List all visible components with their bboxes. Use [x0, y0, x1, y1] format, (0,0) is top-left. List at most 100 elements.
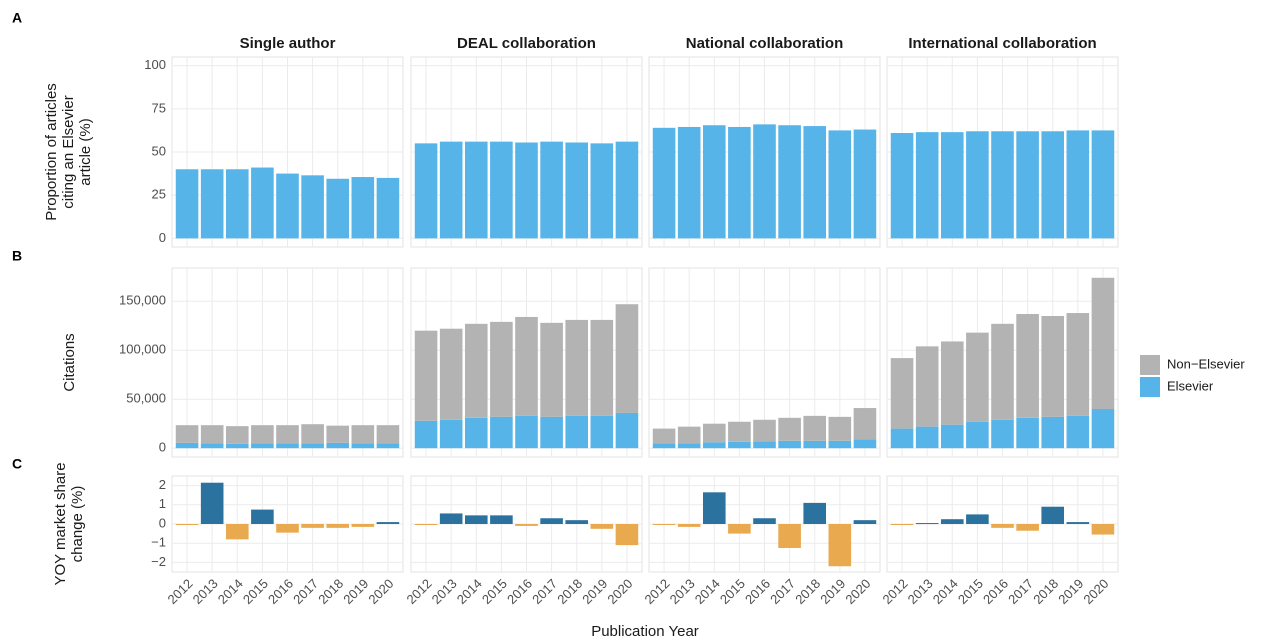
x-tick-label: 2020	[1080, 576, 1111, 607]
bar	[351, 524, 375, 527]
bar	[1091, 524, 1115, 535]
bar-segment	[915, 426, 939, 449]
bar	[991, 524, 1014, 528]
bar	[200, 169, 224, 239]
x-tick-label: 2020	[604, 576, 635, 607]
facet-title: National collaboration	[686, 35, 844, 52]
bar-segment	[890, 428, 914, 449]
bar	[414, 143, 438, 239]
y-tick-label: 0	[159, 440, 166, 455]
bar	[464, 515, 488, 524]
y-tick-label: −1	[151, 535, 166, 550]
bar	[376, 522, 400, 524]
bar-segment	[966, 421, 989, 449]
y-axis-label: Proportion of articles	[43, 83, 60, 221]
bar-segment	[940, 341, 964, 425]
x-axis-label: Publication Year	[591, 623, 699, 640]
bar	[652, 127, 676, 239]
bar	[565, 142, 589, 239]
bar-segment	[991, 323, 1014, 420]
legend-swatch	[1140, 355, 1160, 375]
bar-segment	[439, 419, 463, 449]
bar	[590, 524, 614, 529]
x-tick-label: 2014	[692, 576, 723, 607]
bar	[702, 125, 726, 239]
x-tick-label: 2014	[454, 576, 485, 607]
bar-segment	[376, 443, 400, 449]
bar	[1016, 131, 1039, 239]
bar-segment	[803, 415, 827, 441]
bar	[464, 141, 488, 239]
bar	[828, 524, 852, 567]
x-tick-label: 2015	[717, 576, 748, 607]
bar-segment	[1041, 315, 1065, 417]
x-tick-label: 2013	[667, 576, 698, 607]
y-tick-label: 50	[152, 143, 166, 158]
bar-segment	[251, 443, 274, 449]
y-tick-label: 75	[152, 100, 166, 115]
bar-segment	[276, 425, 299, 444]
x-tick-label: 2012	[880, 576, 911, 607]
bar	[376, 177, 400, 239]
bar	[803, 126, 827, 239]
bar	[301, 175, 324, 239]
bar-segment	[778, 417, 801, 441]
panel-label: A	[12, 10, 22, 26]
bar	[615, 141, 639, 239]
x-tick-label: 2018	[1030, 576, 1061, 607]
bar-segment	[853, 439, 877, 449]
bar-segment	[251, 425, 274, 444]
bar-segment	[351, 425, 375, 444]
bar	[540, 141, 563, 239]
bar-segment	[652, 428, 676, 444]
x-tick-label: 2019	[817, 576, 848, 607]
bar	[991, 131, 1014, 239]
bar-segment	[677, 443, 701, 449]
bar	[915, 132, 939, 239]
x-tick-label: 2016	[980, 576, 1011, 607]
bar	[890, 133, 914, 239]
bar	[276, 173, 299, 239]
bar	[200, 482, 224, 524]
bar	[175, 169, 199, 239]
bar-segment	[702, 423, 726, 443]
x-tick-label: 2019	[1055, 576, 1086, 607]
bar	[276, 524, 299, 533]
bar	[565, 520, 589, 524]
bar	[590, 143, 614, 239]
bar-segment	[1016, 417, 1039, 449]
bar-segment	[615, 304, 639, 413]
bar	[966, 514, 989, 524]
y-axis-label: Citations	[61, 333, 78, 391]
bar-segment	[439, 328, 463, 420]
x-tick-label: 2013	[429, 576, 460, 607]
bar-segment	[225, 426, 249, 444]
bar-segment	[175, 425, 199, 443]
bar	[728, 126, 751, 239]
bar-segment	[326, 425, 350, 443]
bar-segment	[565, 415, 589, 449]
bar-segment	[1066, 415, 1090, 449]
bar-segment	[490, 416, 513, 449]
x-tick-label: 2016	[504, 576, 535, 607]
bar-segment	[1091, 277, 1115, 410]
bar-segment	[615, 412, 639, 449]
x-tick-label: 2017	[767, 576, 798, 607]
x-tick-label: 2019	[579, 576, 610, 607]
bar	[414, 524, 438, 525]
bar	[966, 131, 989, 239]
x-tick-label: 2015	[955, 576, 986, 607]
bar-segment	[652, 443, 676, 449]
bar-segment	[1091, 409, 1115, 449]
bar-segment	[1066, 313, 1090, 416]
bar	[225, 524, 249, 540]
bar	[1041, 506, 1065, 524]
bar	[515, 524, 538, 526]
bar	[515, 142, 538, 239]
x-tick-label: 2020	[365, 576, 396, 607]
panel-label: C	[12, 456, 22, 472]
bar-segment	[490, 321, 513, 417]
bar	[1066, 130, 1090, 239]
bar-segment	[515, 316, 538, 416]
bar-segment	[326, 442, 350, 449]
